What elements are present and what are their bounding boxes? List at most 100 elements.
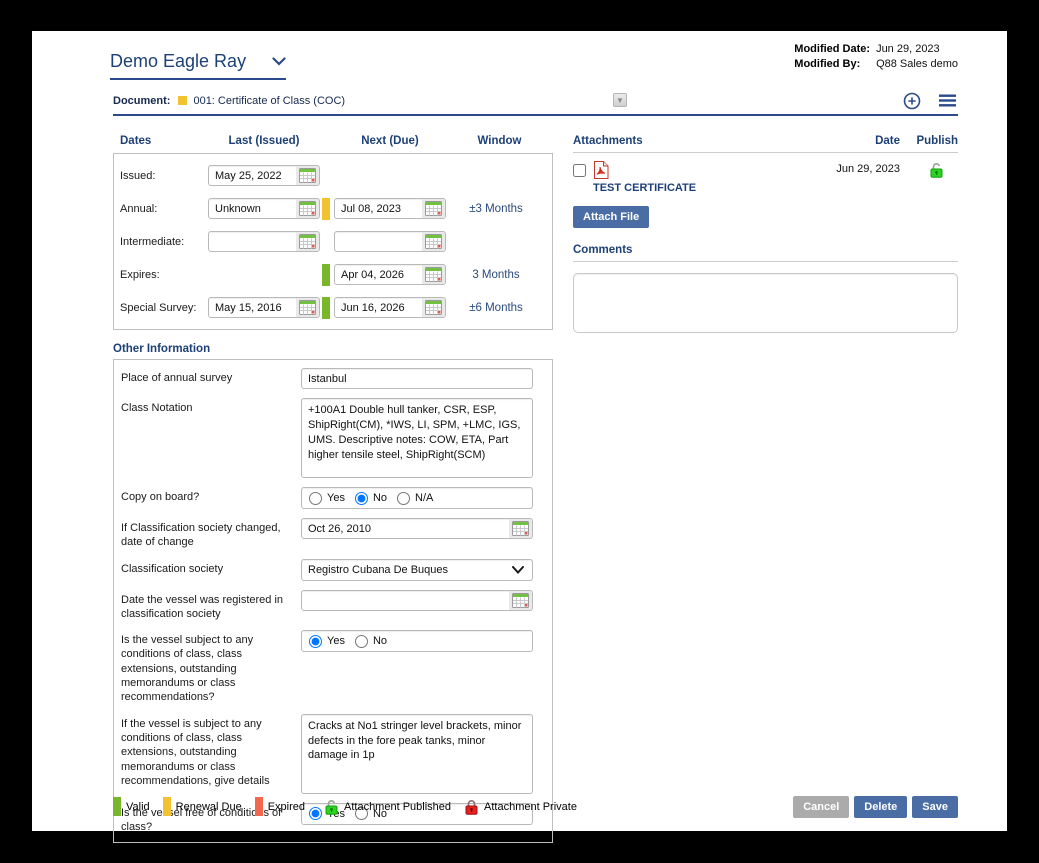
radio-label: No	[372, 492, 388, 504]
calendar-icon-button[interactable]	[509, 590, 532, 610]
valid-color-swatch	[113, 797, 121, 816]
special-survey-last-date-input[interactable]: May 15, 2016	[208, 297, 320, 318]
calendar-icon	[299, 234, 316, 249]
status-indicator-valid	[322, 296, 330, 319]
calendar-icon-button[interactable]	[422, 265, 445, 284]
renewal-due-color-swatch	[162, 797, 171, 816]
calendar-icon	[299, 201, 316, 216]
calendar-icon-button[interactable]	[296, 166, 319, 185]
class-changed-date-input[interactable]: Oct 26, 2010	[301, 518, 533, 539]
window-value: ±3 Months	[469, 202, 523, 215]
calendar-icon-button[interactable]	[422, 232, 445, 251]
vessel-selector[interactable]: Demo Eagle Ray	[110, 51, 286, 80]
annual-next-date-input[interactable]: Jul 08, 2023	[334, 198, 446, 219]
radio-yes[interactable]	[309, 634, 322, 648]
issued-last-date-input[interactable]: May 25, 2022	[208, 165, 320, 186]
field-label: Class Notation	[121, 402, 193, 414]
delete-button[interactable]: Delete	[854, 796, 908, 818]
date-value: Jul 08, 2023	[341, 202, 401, 215]
intermediate-next-date-input[interactable]	[334, 231, 446, 252]
field-label: Place of annual survey	[121, 372, 233, 384]
modified-by-label: Modified By:	[794, 58, 861, 70]
calendar-icon-button[interactable]	[509, 519, 532, 538]
legend-label: Attachment Published	[344, 800, 452, 813]
expires-next-date-input[interactable]: Apr 04, 2026	[334, 264, 446, 285]
date-value: Jun 16, 2026	[341, 301, 405, 314]
calendar-icon	[512, 521, 529, 536]
attachment-name-link[interactable]: TEST CERTIFICATE	[593, 182, 697, 194]
radio-no[interactable]	[354, 807, 368, 821]
modified-by-value: Q88 Sales demo	[876, 58, 958, 70]
document-dropdown-button[interactable]: ▼	[613, 93, 627, 107]
intermediate-last-date-input[interactable]	[208, 231, 320, 252]
copy-on-board-radio-group: Yes No N/A	[301, 487, 533, 509]
attachment-checkbox[interactable]	[573, 163, 586, 177]
field-conditions-details: If the vessel is subject to any conditio…	[121, 713, 545, 794]
chevron-down-icon	[512, 565, 524, 574]
radio-no[interactable]	[354, 634, 368, 648]
radio-label: No	[372, 807, 388, 820]
field-label: Classification society	[121, 562, 224, 575]
date-value: May 15, 2016	[215, 301, 282, 314]
radio-yes[interactable]	[309, 807, 322, 821]
pdf-file-icon[interactable]	[593, 161, 609, 179]
selected-option: Registro Cubana De Buques	[308, 563, 449, 576]
radio-yes[interactable]	[309, 491, 322, 505]
save-button[interactable]: Save	[912, 796, 958, 818]
lock-open-green-icon[interactable]	[929, 162, 944, 178]
app-window: Demo Eagle Ray Modified Date: Jun 29, 20…	[32, 31, 1007, 844]
date-value: Unknown	[215, 202, 261, 215]
date-value: Apr 04, 2026	[341, 268, 404, 281]
field-registered-date: Date the vessel was registered in classi…	[121, 589, 545, 622]
window-header: Window	[477, 135, 522, 147]
field-subject-to-conditions: Is the vessel subject to any conditions …	[121, 630, 545, 704]
place-of-annual-survey-input[interactable]	[301, 368, 533, 389]
attachments-header-row: Attachments Date Publish	[573, 133, 958, 153]
document-status-square	[178, 96, 188, 105]
dates-header: Dates	[120, 135, 152, 147]
calendar-icon	[299, 168, 316, 183]
dates-table: Issued: May 25, 2022 Annual: Unknown	[113, 153, 553, 330]
attach-file-button[interactable]: Attach File	[573, 206, 650, 228]
conditions-details-textarea[interactable]: Cracks at No1 stringer level brackets, m…	[301, 713, 533, 794]
window-value: 3 Months	[472, 268, 520, 281]
status-indicator-renewal-due	[322, 197, 330, 220]
document-bar: Document: 001: Certificate of Class (COC…	[113, 87, 958, 116]
radio-label: Yes	[327, 492, 345, 504]
cancel-button[interactable]: Cancel	[793, 796, 850, 818]
other-information-panel: Place of annual survey Class Notation +1…	[113, 359, 553, 844]
date-row-special-survey: Special Survey: May 15, 2016 Jun 16, 202…	[120, 291, 546, 324]
row-label: Annual:	[120, 202, 158, 215]
calendar-icon	[512, 592, 529, 608]
legend-label: Renewal Due	[175, 800, 242, 813]
attachments-header: Attachments	[573, 135, 643, 147]
calendar-icon	[425, 201, 442, 216]
document-title: 001: Certificate of Class (COC)	[193, 94, 346, 107]
radio-na[interactable]	[397, 491, 411, 505]
legend-attachment-published: Attachment Published	[324, 799, 451, 815]
registered-date-input[interactable]	[301, 589, 533, 611]
calendar-icon-button[interactable]	[296, 232, 319, 251]
radio-label: No	[372, 635, 388, 648]
comments-textarea[interactable]	[573, 273, 958, 333]
calendar-icon-button[interactable]	[296, 199, 319, 218]
field-label: Is the vessel subject to any conditions …	[121, 634, 254, 704]
radio-no[interactable]	[354, 491, 368, 505]
calendar-icon-button[interactable]	[422, 199, 445, 218]
calendar-icon-button[interactable]	[296, 298, 319, 317]
special-survey-next-date-input[interactable]: Jun 16, 2026	[334, 297, 446, 318]
row-label: Expires:	[120, 268, 160, 281]
class-notation-textarea[interactable]: +100A1 Double hull tanker, CSR, ESP, Shi…	[301, 398, 533, 478]
field-label: If Classification society changed, date …	[121, 522, 281, 549]
calendar-icon	[425, 300, 442, 315]
date-value: Oct 26, 2010	[308, 522, 371, 535]
status-legend: Valid Renewal Due Expired Attachment Pub…	[113, 797, 577, 816]
add-document-button[interactable]	[903, 92, 921, 110]
annual-last-date-input[interactable]: Unknown	[208, 198, 320, 219]
menu-button[interactable]	[939, 94, 956, 107]
lock-open-green-icon	[325, 799, 338, 815]
calendar-icon-button[interactable]	[422, 298, 445, 317]
radio-label: N/A	[415, 492, 434, 504]
field-class-changed-date: If Classification society changed, date …	[121, 518, 545, 550]
classification-society-select[interactable]: Registro Cubana De Buques	[301, 558, 533, 581]
